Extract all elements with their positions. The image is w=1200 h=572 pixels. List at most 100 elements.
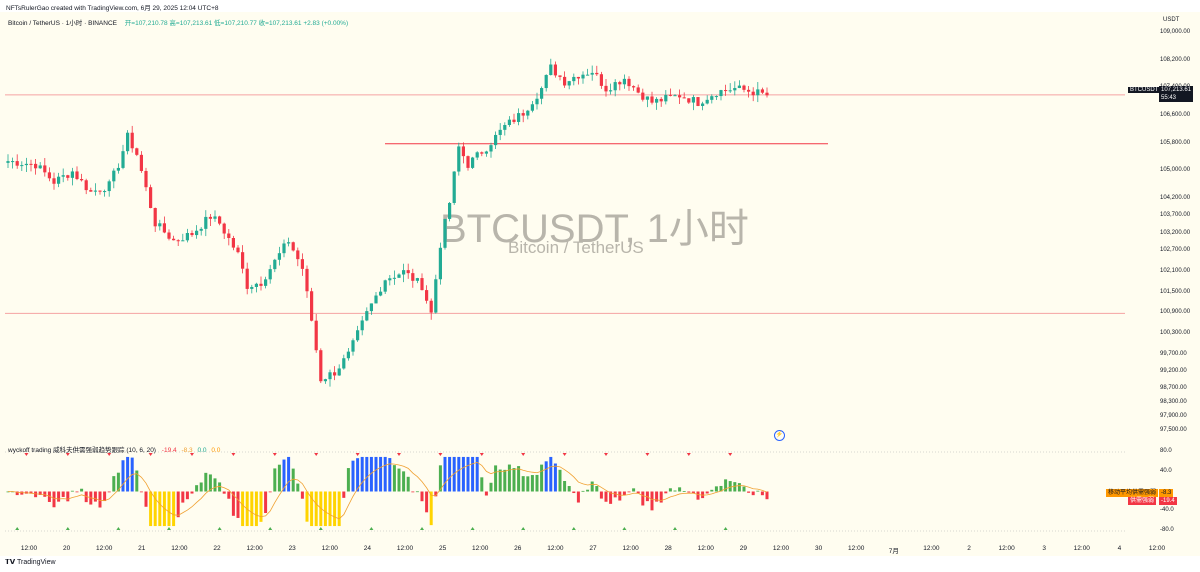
- indicator-value-4: 0.0: [211, 447, 221, 454]
- candle-body: [466, 156, 470, 168]
- bar-countdown: 55:43: [1161, 95, 1177, 101]
- indicator-bar: [452, 456, 456, 492]
- candle-body: [572, 76, 576, 82]
- indicator-bar: [29, 491, 33, 494]
- candle-body: [622, 78, 626, 85]
- candle-body: [337, 368, 341, 376]
- last-price-tag: 107,213.61 55:43: [1159, 86, 1194, 102]
- indicator-bar: [135, 470, 139, 492]
- symbol-line[interactable]: Bitcoin / TetherUS · 1小时 · BINANCE: [8, 20, 117, 27]
- indicator-bar: [728, 481, 732, 492]
- sell-signal-marker: [314, 452, 319, 456]
- candle-body: [231, 237, 235, 248]
- indicator-bar: [540, 464, 544, 492]
- indicator-bar: [471, 456, 475, 492]
- indicator-bar: [618, 491, 622, 501]
- candle-body: [103, 191, 107, 193]
- candle-body: [342, 358, 346, 369]
- candle-body: [314, 320, 318, 351]
- candle-body: [443, 218, 447, 248]
- candle-body: [112, 170, 116, 182]
- candle-body: [333, 372, 337, 376]
- indicator-bar: [6, 491, 10, 493]
- candle-body: [475, 152, 479, 158]
- sell-signal-marker: [397, 452, 401, 456]
- buy-signal-marker: [217, 527, 222, 531]
- chart-watermark-subtitle: Bitcoin / TetherUS: [508, 238, 644, 257]
- candle-body: [213, 216, 217, 219]
- candle-body: [149, 187, 153, 209]
- indicator-bar: [645, 491, 649, 502]
- candle-body: [420, 278, 424, 291]
- indicator-bar: [535, 474, 539, 492]
- candle-body: [452, 171, 456, 203]
- candle-body: [406, 270, 410, 274]
- candle-body: [75, 171, 79, 180]
- indicator-bar: [448, 456, 452, 492]
- candle-body: [728, 90, 732, 92]
- candle-body: [346, 351, 350, 359]
- indicator-bar: [558, 469, 562, 492]
- candle-body: [747, 89, 751, 92]
- indicator-bar: [494, 465, 498, 492]
- candle-body: [89, 190, 93, 192]
- indicator-bar: [553, 463, 557, 492]
- time-tick-label: 4: [1117, 545, 1122, 552]
- time-tick-label: 12:00: [772, 545, 790, 552]
- candle-body: [613, 82, 617, 91]
- buy-signal-marker: [470, 527, 475, 531]
- candle-body: [627, 78, 631, 87]
- indicator-bar: [61, 491, 65, 497]
- top-bar: [0, 0, 1200, 12]
- candle-body: [300, 259, 304, 269]
- time-tick-label: 30: [814, 545, 823, 552]
- price-tick-label: 105,000.00: [1160, 167, 1191, 174]
- candle-body: [379, 291, 383, 296]
- candle-body: [176, 240, 180, 242]
- indicator-legend[interactable]: wyckoff trading 威科夫供需强弱趋势跟踪 (10, 6, 20) …: [8, 444, 220, 454]
- candle-body: [172, 238, 176, 241]
- indicator-bar: [737, 483, 741, 492]
- indicator-bar: [296, 483, 300, 492]
- time-tick-label: 21: [138, 545, 146, 552]
- time-tick-label: 12:00: [1073, 545, 1090, 552]
- time-tick-label: 12:00: [998, 545, 1015, 552]
- indicator-bar: [461, 456, 465, 492]
- candle-body: [328, 372, 332, 380]
- sell-signal-marker: [728, 452, 733, 456]
- candle-body: [144, 170, 148, 188]
- candle-body: [208, 216, 212, 219]
- lightning-icon[interactable]: ⚡: [774, 430, 785, 441]
- indicator-bar: [415, 491, 419, 493]
- indicator-bar: [116, 472, 120, 492]
- indicator-bar: [549, 456, 553, 492]
- candle-body: [57, 176, 61, 184]
- indicator-tick-label: -80.0: [1160, 527, 1174, 533]
- candle-body: [190, 233, 194, 236]
- indicator-bar: [259, 491, 263, 522]
- candle-body: [227, 233, 231, 238]
- candle-body: [351, 340, 355, 352]
- candle-body: [287, 242, 291, 244]
- candle-body: [70, 171, 74, 178]
- candle-body: [47, 172, 51, 179]
- indicator-bar: [586, 489, 590, 492]
- sell-signal-marker: [65, 452, 70, 456]
- candle-body: [241, 252, 245, 269]
- candle-body: [498, 129, 502, 135]
- candle-body: [130, 132, 134, 149]
- indicator-bar: [484, 491, 488, 496]
- candle-body: [291, 242, 295, 251]
- indicator-ma-tag-label: 移动平均供需强弱: [1106, 489, 1159, 497]
- time-tick-label: 28: [664, 545, 672, 552]
- indicator-value-2: -8.3: [181, 447, 193, 454]
- candle-body: [664, 94, 668, 102]
- candle-body: [93, 190, 97, 192]
- indicator-bar: [47, 491, 51, 502]
- indicator-bar: [512, 468, 516, 492]
- candle-body: [15, 161, 19, 166]
- candle-body: [714, 96, 718, 98]
- candle-body: [38, 165, 42, 169]
- indicator-bar: [595, 486, 599, 492]
